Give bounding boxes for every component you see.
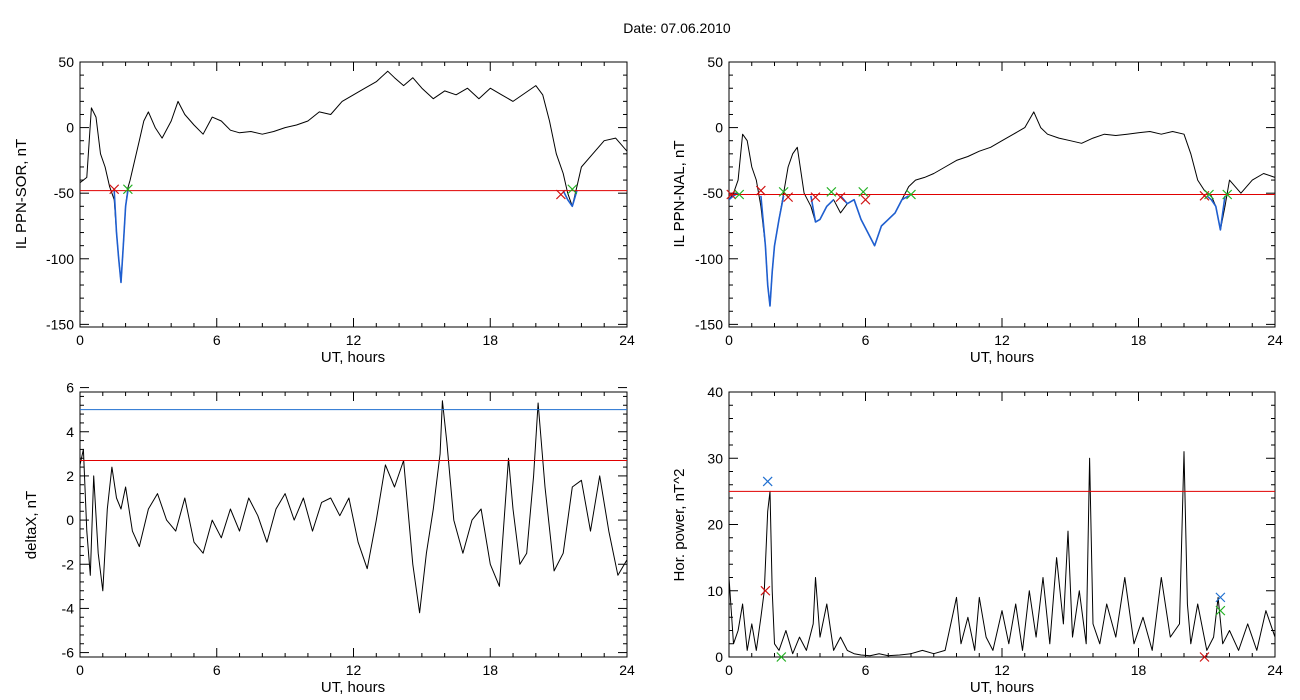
- event-marker-green: [776, 652, 787, 662]
- event-marker-green: [567, 184, 578, 195]
- y-tick-label: -100: [695, 251, 723, 267]
- data-series-line: [80, 70, 627, 283]
- x-tick-label: 6: [862, 332, 870, 348]
- data-series-line: [729, 451, 1275, 657]
- selected-interval-line: [1206, 195, 1226, 231]
- event-marker-red: [835, 192, 846, 203]
- x-axis-title: UT, hours: [970, 679, 1034, 696]
- y-tick-label: 10: [707, 583, 723, 599]
- event-marker-green: [734, 189, 745, 200]
- selected-interval-line: [810, 195, 835, 223]
- x-tick-label: 18: [482, 332, 498, 348]
- x-tick-label: 24: [1267, 332, 1283, 348]
- x-tick-label: 6: [213, 332, 221, 348]
- event-marker-red: [783, 192, 794, 203]
- event-marker-red: [860, 194, 871, 205]
- event-marker-red: [810, 192, 821, 203]
- y-tick-label: -100: [46, 251, 74, 267]
- event-marker-red: [555, 189, 566, 200]
- y-tick-label: 0: [66, 512, 74, 528]
- event-marker-green: [826, 186, 837, 197]
- x-axis-title: UT, hours: [321, 349, 385, 366]
- y-tick-label: 20: [707, 517, 723, 533]
- event-marker-blue: [1215, 592, 1226, 603]
- y-axis-title: IL PPN-SOR, nT: [13, 139, 30, 249]
- plot-area: [729, 111, 1275, 307]
- event-marker-red: [1199, 652, 1210, 662]
- event-marker-red: [755, 185, 766, 196]
- x-tick-label: 6: [213, 662, 221, 678]
- panel-ppn-sor: UT, hours IL PPN-SOR, nT 0 6 12 18 24 50 0 -50 -…: [13, 54, 635, 366]
- plot-frame: [728, 391, 1276, 658]
- y-tick-label: 40: [707, 384, 723, 400]
- event-marker-blue: [762, 476, 773, 487]
- y-tick-label: 2: [66, 468, 74, 484]
- event-marker-green: [858, 186, 869, 197]
- y-tick-label: 50: [58, 54, 74, 70]
- plot-frame: [79, 391, 628, 658]
- x-tick-label: 18: [482, 662, 498, 678]
- figure-title: Date: 07.06.2010: [623, 20, 731, 36]
- y-tick-label: 0: [715, 649, 723, 665]
- event-marker-green: [1204, 189, 1214, 200]
- y-tick-label: -2: [62, 556, 75, 572]
- data-series-line: [80, 400, 627, 614]
- event-marker-red: [760, 585, 771, 596]
- x-tick-label: 0: [76, 332, 84, 348]
- y-axis-title: IL PPN-NAL, nT: [671, 141, 688, 248]
- x-tick-label: 12: [346, 332, 362, 348]
- y-tick-label: 0: [715, 120, 723, 136]
- panel-horizontal-power: UT, hours Hor. power, nT^2 0 6 12 18 24 40 30 2…: [671, 384, 1283, 696]
- plot-area: [80, 400, 627, 614]
- x-tick-label: 6: [862, 662, 870, 678]
- x-tick-label: 12: [994, 332, 1010, 348]
- y-tick-label: -6: [62, 645, 75, 661]
- y-tick-label: -50: [54, 185, 74, 201]
- x-tick-label: 24: [619, 662, 635, 678]
- panel-ppn-nal: UT, hours IL PPN-NAL, nT 0 6 12 18 24 50 0 -50 -…: [671, 54, 1283, 366]
- y-axis-title: Hor. power, nT^2: [671, 469, 688, 582]
- x-axis-title: UT, hours: [970, 349, 1034, 366]
- y-tick-label: 6: [66, 380, 74, 396]
- x-axis-title: UT, hours: [321, 679, 385, 696]
- y-tick-label: -150: [695, 316, 723, 332]
- y-tick-label: 4: [66, 424, 74, 440]
- y-tick-label: 30: [707, 450, 723, 466]
- event-marker-red: [726, 189, 737, 200]
- event-marker-green: [1222, 189, 1233, 200]
- y-tick-label: 0: [66, 120, 74, 136]
- y-tick-label: 50: [707, 54, 723, 70]
- x-tick-label: 24: [1267, 662, 1283, 678]
- plot-area: [729, 451, 1275, 657]
- event-marker-green: [906, 189, 916, 200]
- y-axis-title: deltaX, nT: [23, 491, 40, 559]
- y-tick-label: -150: [46, 316, 74, 332]
- plot-area: [80, 70, 627, 284]
- x-tick-label: 0: [76, 662, 84, 678]
- x-tick-label: 0: [725, 662, 733, 678]
- selected-interval-line: [562, 190, 578, 208]
- x-tick-label: 12: [346, 662, 362, 678]
- x-tick-label: 0: [725, 332, 733, 348]
- y-tick-label: -50: [703, 185, 723, 201]
- data-series-line: [729, 111, 1275, 307]
- selected-interval-line: [839, 195, 910, 247]
- selected-interval-line: [760, 195, 785, 307]
- selected-interval-line: [113, 190, 129, 284]
- x-tick-label: 12: [994, 662, 1010, 678]
- event-marker-green: [122, 184, 133, 195]
- panel-deltax: UT, hours deltaX, nT 0 6 12 18 24 6 4 2 0 -2 -4 -6: [23, 380, 635, 696]
- event-marker-red: [109, 184, 120, 195]
- x-tick-label: 24: [619, 332, 635, 348]
- y-tick-label: -4: [62, 600, 75, 616]
- x-tick-label: 18: [1131, 332, 1147, 348]
- event-marker-green: [1215, 605, 1226, 616]
- x-tick-label: 18: [1131, 662, 1147, 678]
